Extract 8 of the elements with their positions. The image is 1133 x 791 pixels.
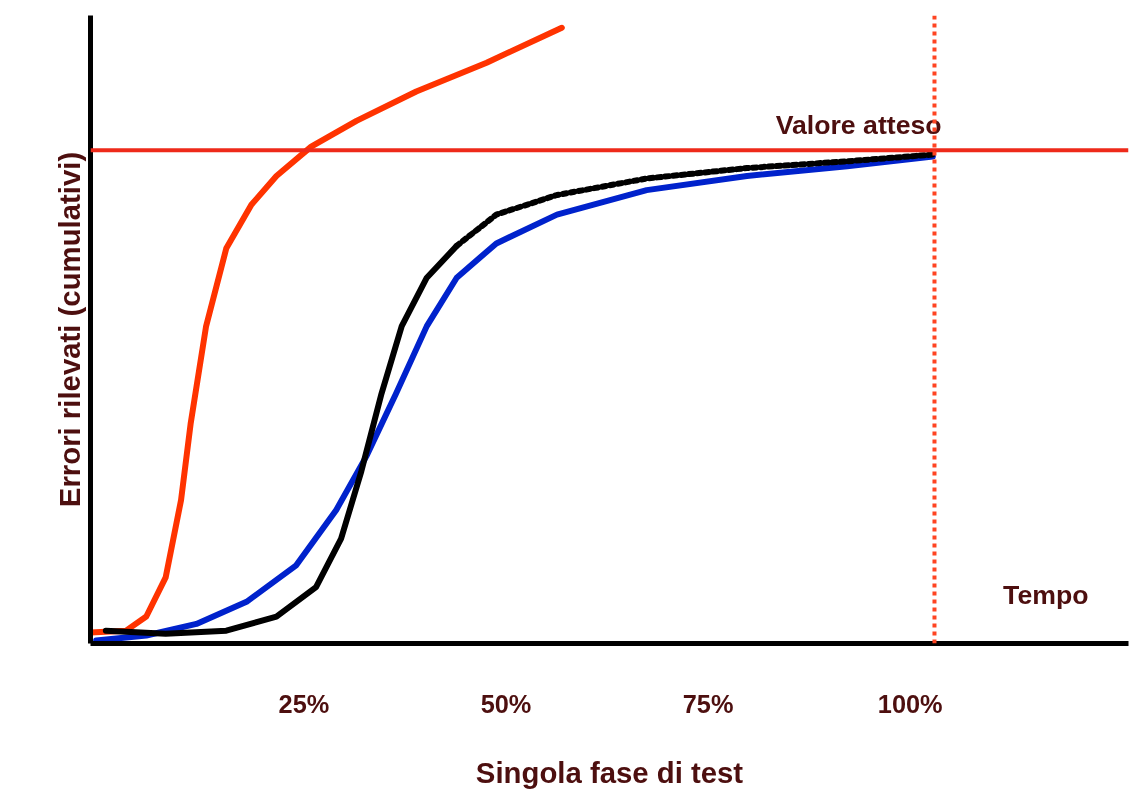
ref-line-label: Valore atteso (775, 110, 942, 141)
x-tick-label: 50% (480, 689, 532, 718)
y-axis-title: Errori rilevati (cumulativi) (52, 151, 86, 508)
x-tick-label: 25% (278, 689, 330, 718)
x-tick-label: 100% (877, 689, 943, 718)
x-tick-label: 75% (682, 689, 734, 718)
x-axis-title: Singola fase di test (475, 755, 744, 789)
annotation: Tempo (1003, 580, 1089, 611)
